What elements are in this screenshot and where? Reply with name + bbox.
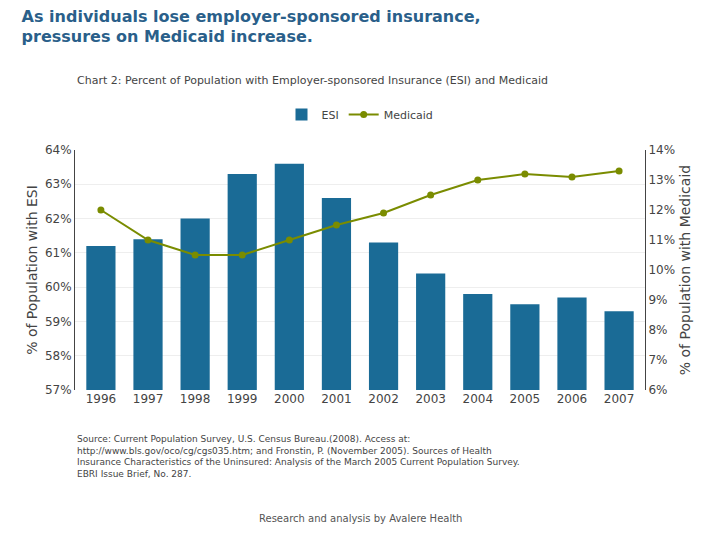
svg-text:10%: 10% <box>648 263 675 277</box>
svg-text:11%: 11% <box>648 233 675 247</box>
svg-text:1997: 1997 <box>133 392 164 406</box>
svg-text:% of Population with Medicaid: % of Population with Medicaid <box>677 165 693 375</box>
svg-text:2002: 2002 <box>368 392 399 406</box>
svg-text:2005: 2005 <box>510 392 541 406</box>
svg-text:% of Population with ESI: % of Population with ESI <box>24 185 40 355</box>
svg-text:7%: 7% <box>648 353 667 367</box>
svg-text:60%: 60% <box>45 280 72 294</box>
svg-text:As individuals lose employer-s: As individuals lose employer-sponsored i… <box>22 7 481 47</box>
svg-text:58%: 58% <box>45 349 72 363</box>
svg-text:2001: 2001 <box>321 392 352 406</box>
svg-text:2003: 2003 <box>415 392 446 406</box>
svg-text:2000: 2000 <box>274 392 305 406</box>
svg-text:8%: 8% <box>648 323 667 337</box>
svg-text:63%: 63% <box>45 177 72 191</box>
svg-text:Medicaid: Medicaid <box>384 109 433 122</box>
svg-text:Research and analysis by Avale: Research and analysis by Avalere Health <box>259 513 462 524</box>
svg-text:2007: 2007 <box>604 392 635 406</box>
svg-text:2006: 2006 <box>557 392 588 406</box>
svg-text:6%: 6% <box>648 383 667 397</box>
svg-text:62%: 62% <box>45 212 72 226</box>
svg-text:ESI: ESI <box>322 109 339 122</box>
svg-text:2004: 2004 <box>462 392 493 406</box>
svg-text:1996: 1996 <box>86 392 117 406</box>
svg-text:13%: 13% <box>648 173 675 187</box>
svg-text:59%: 59% <box>45 315 72 329</box>
svg-text:14%: 14% <box>648 143 675 157</box>
svg-text:57%: 57% <box>45 383 72 397</box>
svg-text:Source: Current Population Sur: Source: Current Population Survey, U.S. … <box>77 434 520 479</box>
svg-text:1999: 1999 <box>227 392 258 406</box>
svg-text:9%: 9% <box>648 293 667 307</box>
svg-text:64%: 64% <box>45 143 72 157</box>
svg-text:12%: 12% <box>648 203 675 217</box>
svg-text:61%: 61% <box>45 246 72 260</box>
svg-text:1998: 1998 <box>180 392 211 406</box>
svg-text:Chart 2: Percent of Population: Chart 2: Percent of Population with Empl… <box>77 74 548 87</box>
